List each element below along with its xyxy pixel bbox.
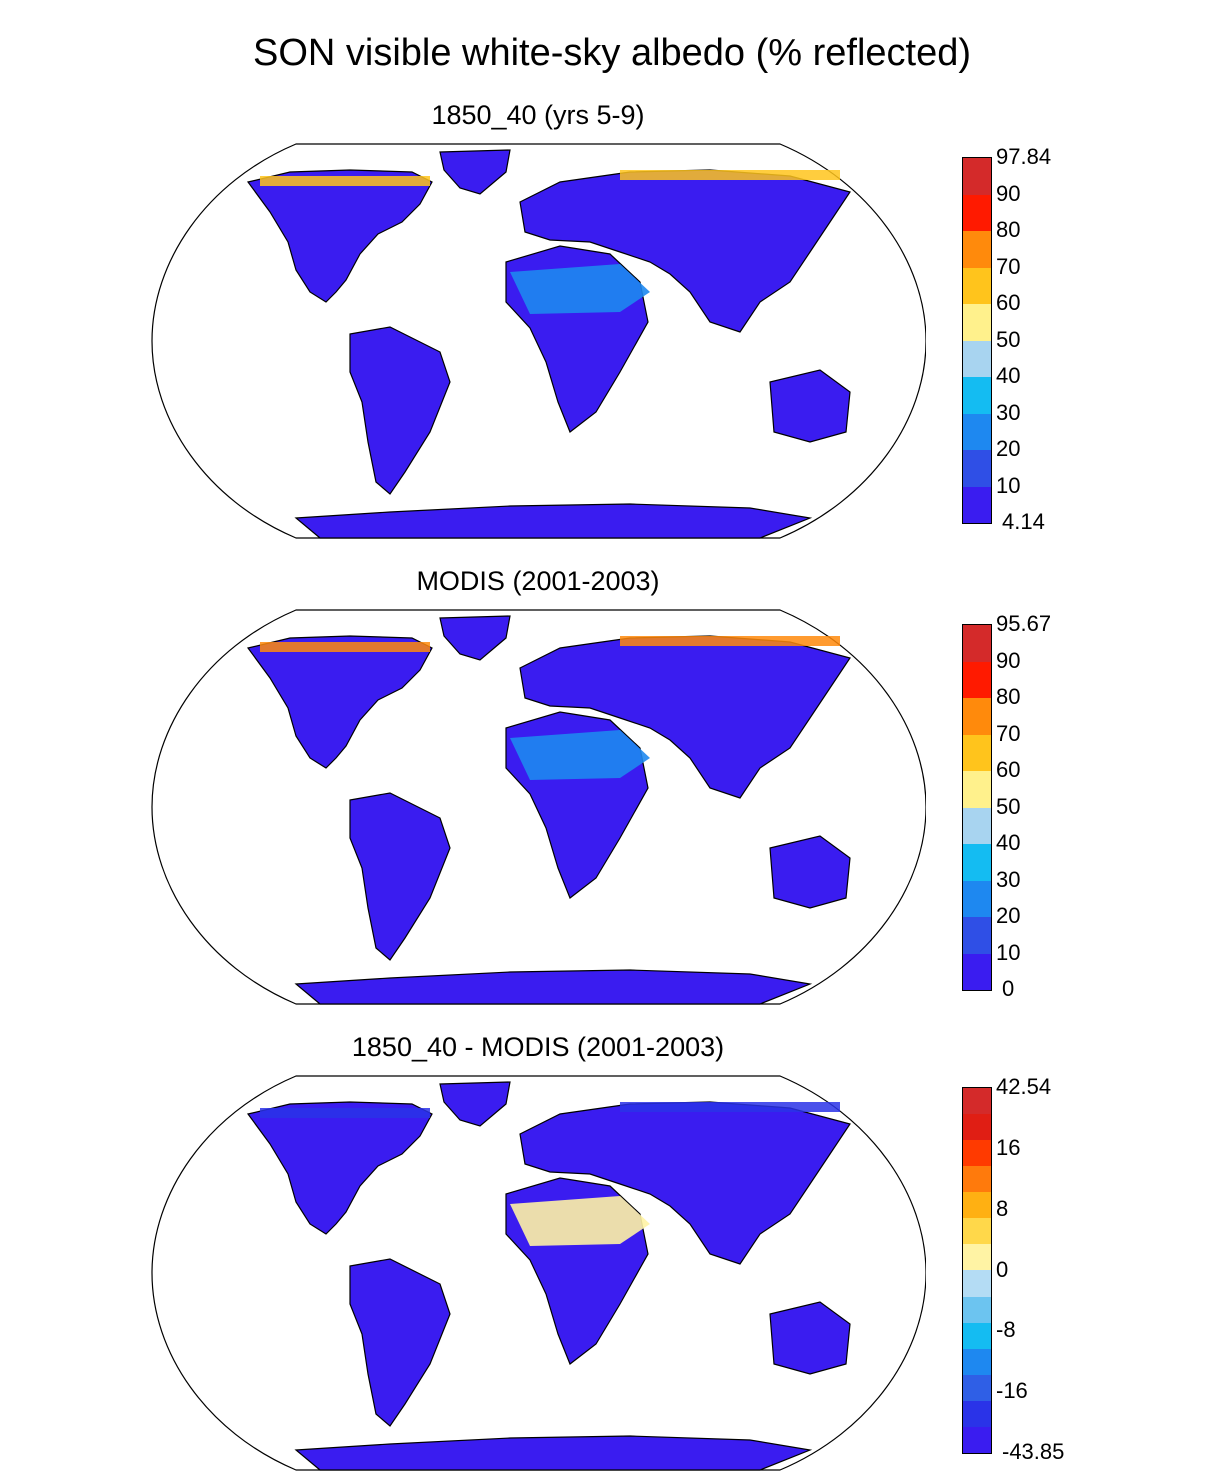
colorbar-segment: [963, 158, 991, 195]
colorbar-segment: [963, 1322, 991, 1349]
colorbar-label: 16: [996, 1134, 1021, 1160]
colorbar-segment: [963, 231, 991, 268]
colorbar-label: 40: [996, 830, 1021, 855]
continent-australia: [769, 835, 851, 909]
colorbar-label: 70: [996, 720, 1021, 746]
colorbar-label: 4.14: [1002, 509, 1045, 534]
colorbar-label: 30: [996, 399, 1021, 425]
colorbar-segment: [963, 413, 991, 450]
colorbar-segment: [963, 450, 991, 487]
continent-namerica: [246, 169, 433, 303]
colorbar-label: 8: [996, 1195, 1009, 1221]
desert-region: [510, 1196, 650, 1246]
map-modis: [151, 609, 926, 1005]
colorbar-modis: [962, 624, 992, 991]
colorbar-segment: [963, 340, 991, 377]
continent-antarctica: [294, 503, 813, 539]
colorbar-1850: [962, 157, 992, 524]
continent-namerica: [246, 635, 433, 769]
colorbar-segment: [963, 1374, 991, 1401]
figure-title: SON visible white-sky albedo (% reflecte…: [252, 32, 972, 74]
continent-antarctica: [294, 969, 813, 1005]
continent-samerica: [349, 1258, 451, 1427]
colorbar-label: 0: [1002, 976, 1015, 1001]
continent-samerica: [349, 792, 451, 961]
continent-namerica: [246, 1101, 433, 1235]
arctic-band-eurasia: [620, 1102, 840, 1112]
colorbar-label: -8: [996, 1317, 1016, 1343]
colorbar-segment: [963, 661, 991, 698]
map-difference: [151, 1075, 926, 1471]
colorbar-segment: [963, 1426, 991, 1453]
colorbar-label: 50: [996, 326, 1021, 352]
colorbar-segment: [963, 844, 991, 881]
colorbar-segment: [963, 734, 991, 771]
colorbar-segment: [963, 267, 991, 304]
panel-title: 1850_40 (yrs 5-9): [431, 100, 645, 130]
colorbar-segment: [963, 1114, 991, 1141]
panel-title: 1850_40 - MODIS (2001-2003): [351, 1032, 725, 1062]
colorbar-segment: [963, 917, 991, 954]
colorbar-segment: [963, 1166, 991, 1193]
colorbar-label: 80: [996, 217, 1021, 242]
continent-greenland: [439, 615, 511, 661]
colorbar-segment: [963, 953, 991, 990]
colorbar-segment: [963, 1192, 991, 1219]
colorbar-label: 60: [996, 757, 1021, 782]
colorbar-label: 95.67: [996, 611, 1052, 636]
arctic-band-america: [260, 176, 430, 186]
colorbar-label: 20: [996, 903, 1021, 928]
continent-greenland: [439, 1081, 511, 1127]
colorbar-segment: [963, 304, 991, 341]
colorbar-label: 40: [996, 363, 1021, 388]
colorbar-label: 30: [996, 866, 1021, 892]
arctic-band-america: [260, 1108, 430, 1118]
colorbar-label: 70: [996, 253, 1021, 279]
colorbar-segment: [963, 1244, 991, 1271]
colorbar-label: 50: [996, 793, 1021, 819]
colorbar-label: 10: [996, 472, 1021, 498]
continent-australia: [769, 1301, 851, 1375]
colorbar-segment: [963, 1140, 991, 1167]
colorbar-segment: [963, 698, 991, 735]
map-1850: [151, 143, 926, 539]
colorbar-label: 0: [996, 1256, 1009, 1282]
colorbar-segment: [963, 486, 991, 523]
colorbar-segment: [963, 807, 991, 844]
colorbar-label: 60: [996, 290, 1021, 315]
colorbar-label: 42.54: [996, 1074, 1052, 1099]
arctic-band-america: [260, 642, 430, 652]
continent-antarctica: [294, 1435, 813, 1471]
colorbar-segment: [963, 1270, 991, 1297]
continent-australia: [769, 369, 851, 443]
colorbar-segment: [963, 1218, 991, 1245]
colorbar-label: -43.85: [1002, 1439, 1065, 1464]
panel-title: MODIS (2001-2003): [416, 566, 660, 596]
colorbar-segment: [963, 880, 991, 917]
desert-region: [510, 730, 650, 780]
colorbar-segment: [963, 1088, 991, 1115]
continent-samerica: [349, 326, 451, 495]
colorbar-segment: [963, 771, 991, 808]
colorbar-difference: [962, 1087, 992, 1454]
colorbar-segment: [963, 1348, 991, 1375]
colorbar-label: 90: [996, 180, 1021, 206]
colorbar-segment: [963, 194, 991, 231]
desert-region: [510, 264, 650, 314]
colorbar-label: 97.84: [996, 144, 1052, 169]
colorbar-label: 90: [996, 647, 1021, 673]
colorbar-label: 10: [996, 939, 1021, 965]
colorbar-label: 80: [996, 684, 1021, 709]
colorbar-segment: [963, 1400, 991, 1427]
colorbar-segment: [963, 1296, 991, 1323]
colorbar-label: -16: [996, 1378, 1028, 1404]
continent-greenland: [439, 149, 511, 195]
colorbar-label: 20: [996, 436, 1021, 461]
arctic-band-eurasia: [620, 636, 840, 646]
colorbar-segment: [963, 377, 991, 414]
colorbar-segment: [963, 625, 991, 662]
arctic-band-eurasia: [620, 170, 840, 180]
